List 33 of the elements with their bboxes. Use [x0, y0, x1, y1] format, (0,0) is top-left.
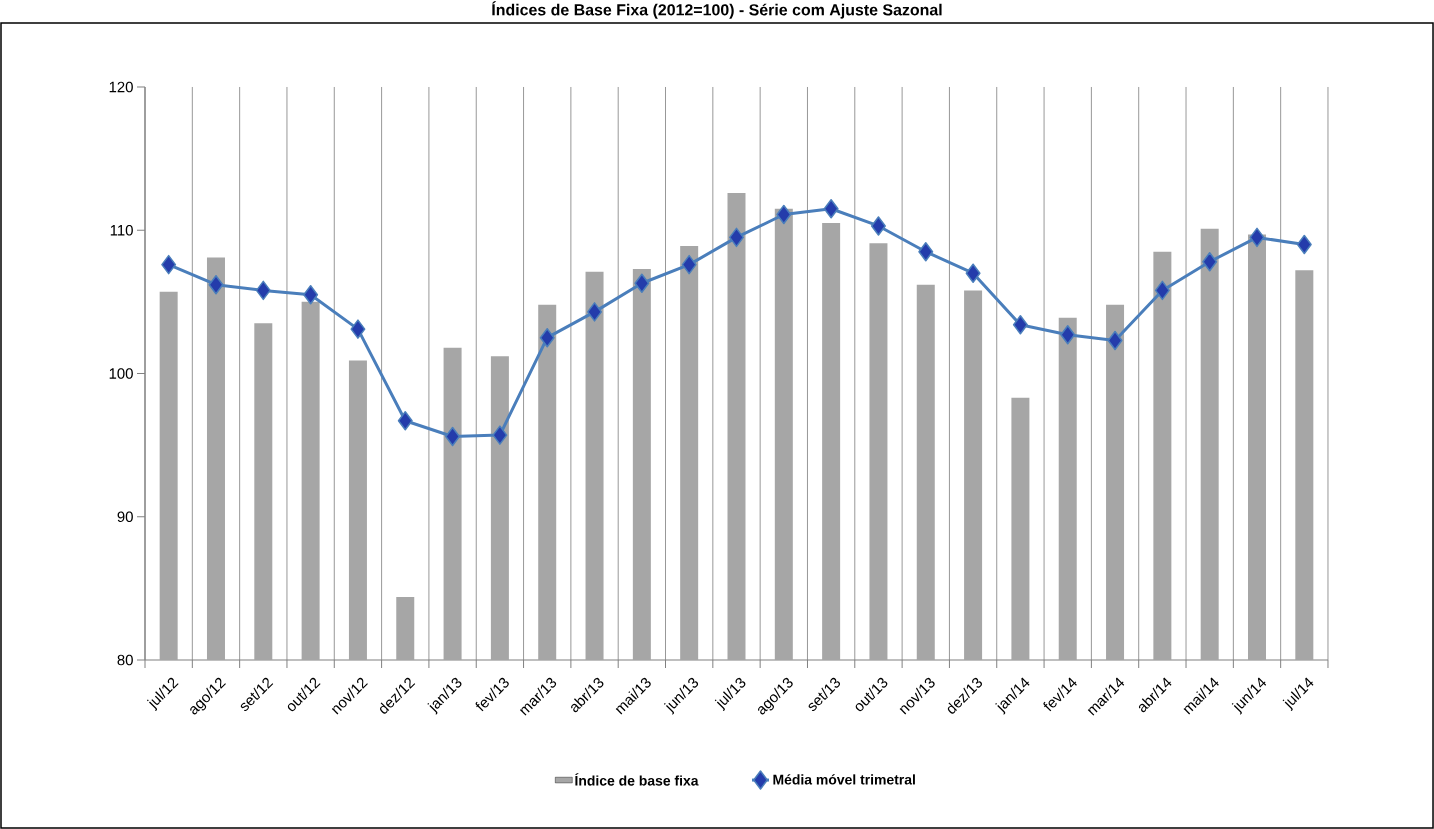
legend-label: Média móvel trimetral: [773, 774, 915, 785]
point: [634, 273, 650, 293]
point: [539, 327, 555, 348]
point: [1154, 280, 1170, 301]
point: [1107, 330, 1123, 351]
point: [161, 254, 177, 275]
point: [350, 319, 366, 339]
point: [870, 216, 886, 236]
y-tick-label: 80: [117, 654, 133, 666]
point: [823, 199, 839, 219]
point: [1202, 252, 1218, 272]
y-tick-label: 100: [109, 368, 133, 379]
point: [492, 425, 508, 445]
point: [918, 241, 934, 262]
point: [965, 263, 981, 283]
point: [1249, 227, 1265, 248]
point: [208, 274, 224, 295]
point: [397, 411, 413, 431]
legend-label: Índice de base fixa: [575, 773, 699, 786]
point: [1060, 325, 1076, 345]
y-tick-label: 110: [110, 224, 133, 236]
point: [587, 302, 603, 322]
point: [303, 284, 319, 305]
chart-title: Índices de Base Fixa (2012=100) - Série com Ajuste Sazonal: [492, 1, 942, 19]
point: [255, 280, 271, 301]
point: [728, 227, 744, 248]
point: [1012, 315, 1028, 335]
y-tick-label: 120: [109, 81, 133, 93]
y-tick-label: 90: [117, 511, 133, 523]
point: [445, 426, 461, 447]
point: [1296, 234, 1312, 255]
point: [776, 204, 792, 225]
point: [681, 254, 697, 275]
